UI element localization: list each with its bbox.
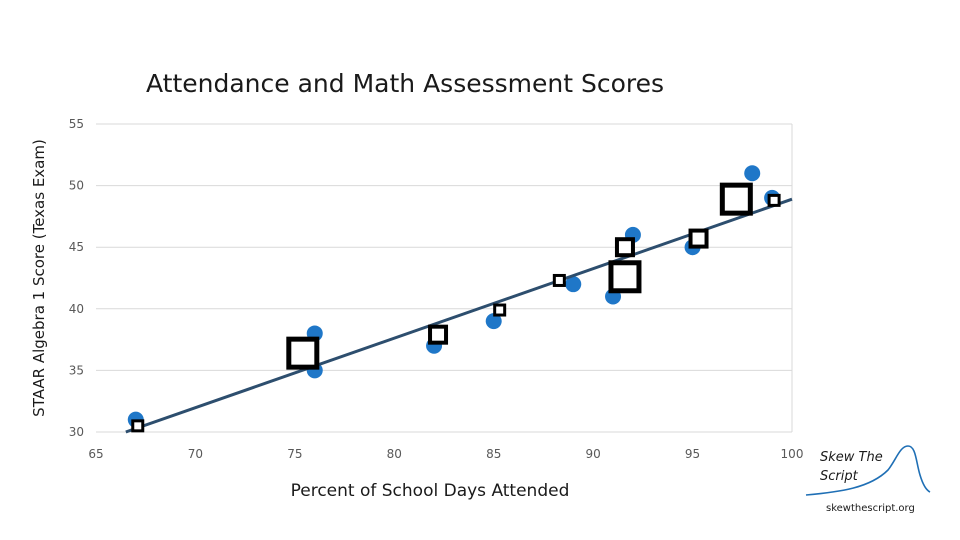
square-marker (719, 182, 753, 216)
data-point (485, 313, 502, 330)
x-axis-ticks: 65 70 75 80 85 90 95 100 (88, 447, 803, 461)
x-tick-label: 90 (586, 447, 601, 461)
trendline (125, 197, 793, 434)
square-marker (767, 193, 781, 207)
x-tick-label: 100 (781, 447, 804, 461)
square-marker (688, 228, 709, 249)
y-tick-label: 50 (69, 179, 84, 193)
x-tick-label: 65 (88, 447, 103, 461)
y-tick-label: 35 (69, 363, 84, 377)
brand-line-1: Skew The (820, 450, 883, 465)
square-marker (428, 324, 449, 345)
data-point (744, 165, 761, 182)
y-tick-label: 30 (69, 425, 84, 439)
square-marker (614, 237, 635, 258)
data-points (127, 165, 781, 428)
brand-line-2: Script (820, 469, 858, 484)
brand-url: skewthescript.org (826, 503, 915, 514)
bell-curve-logo-icon (805, 445, 931, 496)
brand-logo-text: Skew The Script (820, 448, 883, 486)
y-tick-label: 40 (69, 302, 84, 316)
square-marker (286, 336, 320, 370)
x-tick-label: 75 (287, 447, 302, 461)
square-marker (493, 303, 507, 317)
gridlines (96, 123, 793, 433)
x-tick-label: 80 (387, 447, 402, 461)
y-axis-ticks: 30 35 40 45 50 55 (69, 117, 84, 439)
y-axis-label: STAAR Algebra 1 Score (Texas Exam) (30, 139, 48, 417)
square-marker (552, 273, 566, 287)
data-point (565, 276, 582, 293)
square-marker (608, 260, 642, 294)
x-tick-label: 85 (486, 447, 501, 461)
square-marker (131, 419, 145, 433)
x-axis-label: Percent of School Days Attended (291, 481, 570, 501)
y-tick-label: 55 (69, 117, 84, 131)
chart-title: Attendance and Math Assessment Scores (146, 69, 664, 98)
x-tick-label: 70 (188, 447, 203, 461)
x-tick-label: 95 (685, 447, 700, 461)
y-tick-label: 45 (69, 240, 84, 254)
square-markers (131, 182, 781, 433)
